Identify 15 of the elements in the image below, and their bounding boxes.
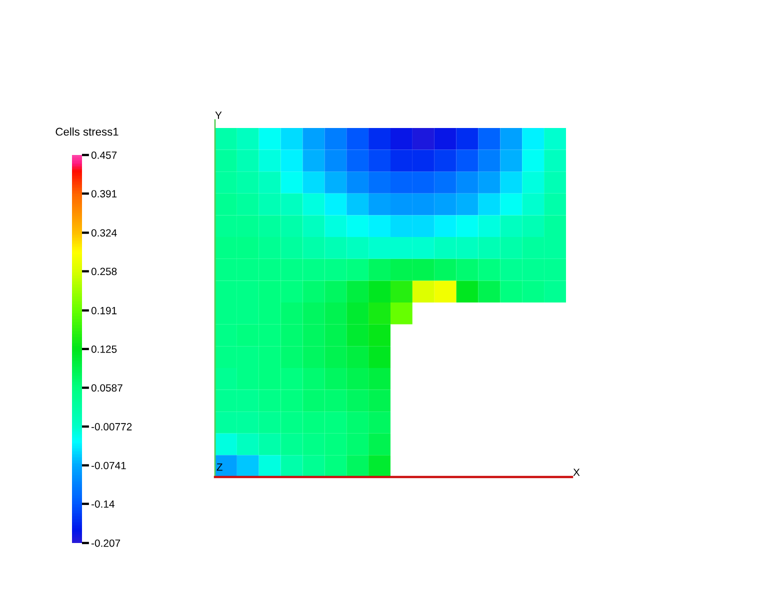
color-bar-label: 0.0587: [91, 384, 122, 392]
color-bar-label: 0.258: [91, 268, 117, 276]
color-bar-label: 0.457: [91, 152, 117, 159]
text: X: [573, 468, 580, 476]
color-bar-label: -0.0741: [91, 462, 126, 470]
color-bar-label: -0.207: [91, 540, 120, 547]
color-bar-label: 0.125: [91, 346, 117, 353]
color-bar-label: -0.00772: [91, 423, 132, 430]
color-bar-label: 0.324: [91, 229, 117, 237]
text: Y: [215, 112, 222, 119]
color-bar-label: 0.391: [91, 190, 117, 198]
color-bar-title: Cells stress1: [56, 128, 118, 136]
annotation: Z: [216, 463, 222, 471]
color-bar-label: 0.191: [91, 306, 117, 314]
color-bar-label: -0.14: [91, 500, 114, 508]
